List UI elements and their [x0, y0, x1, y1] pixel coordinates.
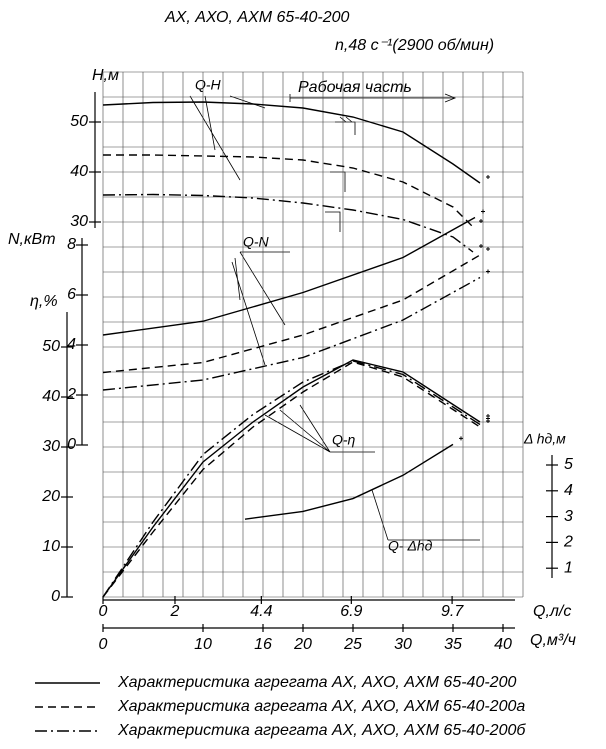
curve [103, 154, 474, 228]
y-tick-label: 8 [67, 236, 76, 253]
axis-title: Н,м [92, 67, 119, 84]
x-tick-label: 9.7 [441, 603, 464, 620]
axis-title: Q,м³/ч [530, 632, 576, 649]
y-tick-label: 4 [564, 482, 573, 499]
y-tick-label: 1 [564, 559, 573, 576]
x-tick-label: 2 [170, 603, 180, 620]
y-tick-label: 50 [70, 113, 88, 130]
end-star [486, 175, 490, 179]
y-tick-label: 4 [67, 336, 76, 353]
curve [102, 254, 481, 374]
x-tick-label: 4.4 [250, 603, 272, 620]
x-tick-label: 16 [254, 636, 272, 653]
legend-label: Характеристика агрегата АХ, АХО, АХМ 65-… [117, 698, 525, 715]
end-star [486, 416, 490, 421]
end-star [479, 219, 483, 223]
curve [102, 359, 481, 598]
curve [102, 360, 481, 598]
curve [102, 101, 481, 184]
annotation: Q-N [243, 234, 270, 250]
y-tick-label: 30 [42, 438, 60, 455]
y-tick-label: 20 [41, 488, 60, 505]
chart-subtitle: n,48 c⁻¹(2900 об/мин) [335, 37, 494, 54]
x-tick-label: 30 [394, 636, 412, 653]
axis-title: Q,л/с [533, 603, 571, 620]
x-tick-label: 20 [293, 636, 312, 653]
legend-label: Характеристика агрегата АХ, АХО, АХМ 65-… [117, 722, 526, 739]
end-star [486, 247, 490, 251]
annotation: Рабочая часть [298, 79, 412, 96]
x-tick-label: 6.9 [340, 603, 362, 620]
y-tick-label: 0 [51, 588, 60, 605]
x-tick-label: 0 [99, 636, 108, 653]
y-tick-label: 6 [67, 286, 76, 303]
curve [102, 361, 481, 598]
end-star [479, 244, 483, 248]
y-tick-label: 40 [70, 163, 88, 180]
axis-title: Δ hд,м [523, 431, 566, 447]
end-star [486, 269, 490, 274]
axis-title: N,кВт [8, 231, 56, 248]
x-tick-label: 0 [99, 603, 108, 620]
y-tick-label: 2 [66, 386, 76, 403]
x-tick-label: 35 [444, 636, 462, 653]
x-tick-label: 10 [194, 636, 212, 653]
axis-title: η,% [30, 293, 58, 310]
chart-title: АХ, АХО, АХМ 65-40-200 [164, 9, 350, 26]
legend-label: Характеристика агрегата АХ, АХО, АХМ 65-… [117, 674, 516, 691]
end-star [481, 209, 485, 214]
y-tick-label: 30 [70, 213, 88, 230]
curve [102, 216, 476, 336]
annotation: Q- Δhд [388, 538, 433, 554]
y-tick-label: 10 [42, 538, 60, 555]
x-tick-label: 40 [494, 636, 512, 653]
curve [244, 443, 454, 520]
y-tick-label: 2 [563, 534, 573, 551]
annotation: Q-η [332, 432, 356, 448]
annotation: Q-H [195, 77, 222, 93]
y-tick-label: 50 [42, 338, 60, 355]
y-tick-label: 0 [67, 436, 76, 453]
y-tick-label: 40 [42, 388, 60, 405]
pointers [189, 93, 480, 541]
y-tick-label: 5 [564, 456, 573, 473]
curve [102, 276, 481, 391]
x-tick-label: 25 [343, 636, 362, 653]
curve [102, 193, 474, 253]
y-tick-label: 3 [564, 508, 573, 525]
end-star [459, 436, 463, 441]
